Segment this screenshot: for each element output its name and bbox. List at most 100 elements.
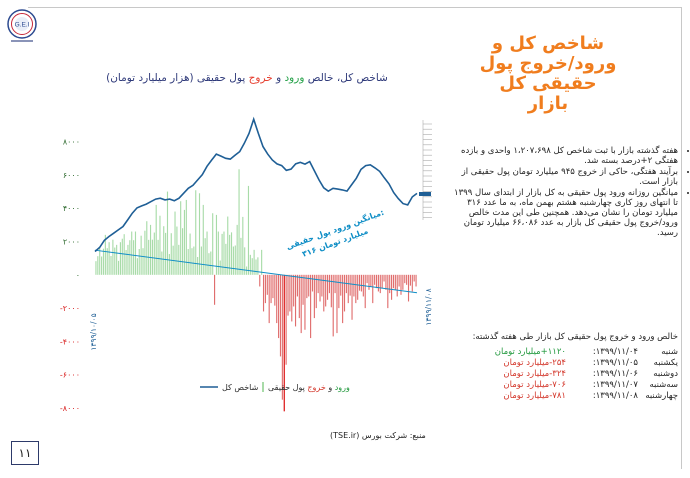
page-number: ۱۱ xyxy=(11,441,39,465)
flow-bar xyxy=(274,274,276,306)
flow-bar xyxy=(321,274,323,297)
flow-bar xyxy=(379,274,381,294)
flow-bar xyxy=(343,274,346,312)
flow-bar xyxy=(149,224,152,275)
flow-bar xyxy=(349,274,351,296)
flow-bar xyxy=(127,244,129,275)
legend-index-label: شاخص کل xyxy=(222,383,259,392)
flow-bar xyxy=(95,261,97,275)
flow-bar xyxy=(404,274,406,284)
chart-legend: شاخص کل ورود و خروج پول حقیقی xyxy=(200,382,350,392)
flow-date: ۱۳۹۹/۱۱/۰۵: xyxy=(592,358,638,368)
flow-bar xyxy=(279,274,282,357)
flow-bar xyxy=(259,274,261,287)
flow-bar xyxy=(347,274,349,304)
index-end-marker xyxy=(419,192,431,196)
flow-bar xyxy=(223,231,225,275)
flow-bar xyxy=(101,256,103,275)
flow-date: ۱۳۹۹/۱۱/۰۶: xyxy=(592,369,638,379)
flow-bar xyxy=(133,240,135,275)
flow-bar xyxy=(178,244,180,275)
flow-bar xyxy=(287,274,289,316)
flow-value: ۳۲۴-میلیارد تومان xyxy=(503,369,566,379)
flow-bar xyxy=(332,274,334,337)
flow-bar xyxy=(97,256,99,275)
y-tick-label: -۸۰۰۰ xyxy=(60,404,80,413)
flow-bar xyxy=(106,248,108,275)
flow-bar xyxy=(334,274,336,294)
flow-value: ۱۱۲۰+میلیارد تومان xyxy=(494,347,566,357)
chart-title-part: شاخص کل، خالص xyxy=(304,72,388,84)
page-title: شاخص کل و ورود/خروج پول حقیقی کل بازار xyxy=(448,34,648,114)
flow-bar xyxy=(116,244,118,275)
flow-bar xyxy=(142,248,144,275)
chart-title: شاخص کل، خالص ورود و خروج پول حقیقی (هزا… xyxy=(92,72,402,84)
flow-bar xyxy=(229,234,231,275)
flow-bar xyxy=(304,274,306,330)
flow-bar xyxy=(313,274,315,319)
flow-bar xyxy=(402,274,404,290)
flow-bar xyxy=(411,274,413,292)
flow-bar xyxy=(253,249,255,275)
flow-row: چهارشنبه ۱۳۹۹/۱۱/۰۸: ۷۸۱-میلیارد تومان xyxy=(450,391,678,402)
flow-bar xyxy=(319,274,321,302)
flow-bar xyxy=(375,274,378,289)
page-title-line: بازار xyxy=(527,93,569,114)
svg-text:G.E.I: G.E.I xyxy=(15,22,30,29)
flow-bar xyxy=(155,204,157,275)
flow-bar xyxy=(300,274,302,334)
flow-bar xyxy=(108,242,110,275)
flow-bar xyxy=(272,274,274,299)
flow-bar xyxy=(151,239,153,275)
source-note: منبع: شرکت بورس (TSE.ir) xyxy=(330,431,426,440)
flow-bar xyxy=(264,274,266,304)
page-title-line: شاخص کل و xyxy=(491,33,605,54)
flow-bar xyxy=(99,246,101,275)
flow-date: ۱۳۹۹/۱۱/۰۸: xyxy=(592,391,638,401)
flow-bar xyxy=(174,211,176,275)
flow-bar xyxy=(189,233,191,275)
y-tick-label: -۴۰۰۰ xyxy=(60,337,80,346)
y-tick-label: ۲۰۰۰ xyxy=(63,238,80,247)
flow-row: سه‌شنبه ۱۳۹۹/۱۱/۰۷: ۷۰۶-میلیارد تومان xyxy=(450,380,678,391)
chart-annotation: میانگین ورود پول حقیقی:۳۱۶ میلیارد تومان xyxy=(285,207,385,259)
flow-bar xyxy=(364,274,366,309)
flow-day: سه‌شنبه xyxy=(649,380,679,390)
frame-right xyxy=(681,7,682,469)
flow-value: ۲۵۴-میلیارد تومان xyxy=(503,358,566,368)
summary-bullets: هفته گذشته بازار با ثبت شاخص کل ۱،۲۰۷،۶۹… xyxy=(450,146,689,239)
flow-value: ۷۸۱-میلیارد تومان xyxy=(503,391,566,401)
flow-bar xyxy=(136,258,138,275)
flow-bar xyxy=(255,259,257,275)
chart-title-part: پول حقیقی (هزار میلیارد تومان) xyxy=(106,72,249,84)
bullet-item: میانگین روزانه ورود پول حقیقی به کل بازا… xyxy=(450,188,678,238)
flow-bar xyxy=(244,247,246,275)
flow-bar xyxy=(170,233,172,275)
flow-bar xyxy=(370,274,372,287)
flow-bar xyxy=(266,274,268,295)
flow-bar xyxy=(225,243,227,275)
flow-bar xyxy=(200,246,202,275)
flow-bar xyxy=(176,226,178,275)
flow-bar xyxy=(391,274,393,300)
flow-bar xyxy=(163,226,165,275)
flow-bar xyxy=(400,274,402,295)
flow-bar xyxy=(168,254,170,275)
right-axis xyxy=(419,120,432,220)
chart-title-outflow: خروج xyxy=(248,72,273,84)
flow-bar xyxy=(415,274,417,287)
flow-day: چهارشنبه xyxy=(645,391,678,401)
x-tick-label: ۱۳۹۹/۱۰/۰۵ xyxy=(89,313,98,350)
flow-bar xyxy=(351,274,353,320)
flow-bar xyxy=(394,274,396,290)
flow-bar xyxy=(262,274,265,312)
flow-bar xyxy=(208,253,210,275)
flow-bar xyxy=(140,235,142,275)
flow-bar xyxy=(191,248,193,275)
y-tick-label: ۶۰۰۰ xyxy=(63,171,80,180)
flow-bar xyxy=(293,274,295,307)
logo-icon: G.E.I xyxy=(7,9,37,42)
flow-row: دوشنبه ۱۳۹۹/۱۱/۰۶: ۳۲۴-میلیارد تومان xyxy=(450,369,678,380)
flow-bar xyxy=(357,274,359,300)
flow-bar xyxy=(166,191,169,275)
